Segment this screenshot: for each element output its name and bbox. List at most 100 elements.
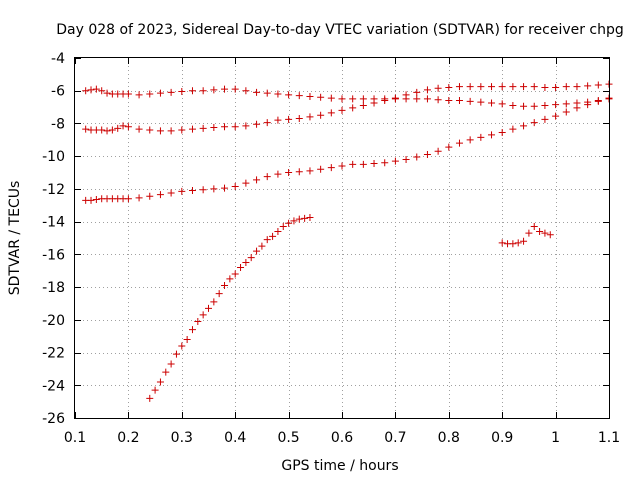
data-point [391,157,399,165]
data-point [231,270,239,278]
data-point [124,195,132,203]
data-point [562,83,570,91]
y-tick-label: -8 [51,116,65,132]
data-point [114,124,122,132]
data-point [488,83,496,91]
data-point [466,83,474,91]
data-point [258,242,266,250]
y-tick-label: -16 [42,247,65,263]
data-point [210,185,218,193]
data-point [87,86,95,94]
data-point [573,104,581,112]
data-point [413,95,421,103]
y-tick-label: -6 [51,84,65,100]
data-point [194,317,202,325]
y-tick-label: -26 [42,411,65,427]
y-tick-label: -12 [42,182,65,198]
data-point [210,298,218,306]
data-point [338,162,346,170]
data-point [562,108,570,116]
data-point [87,196,95,204]
data-point [119,122,127,130]
data-point [349,104,357,112]
data-point [263,236,271,244]
data-point [178,342,186,350]
data-point [167,88,175,96]
data-point [509,240,517,248]
data-point [221,123,229,131]
data-point [146,192,154,200]
data-point [199,87,207,95]
y-tick-label: -14 [42,215,65,231]
data-point [317,111,325,119]
data-point [156,191,164,199]
data-point [156,378,164,386]
data-marks [82,80,613,402]
data-point [434,96,442,104]
data-point [167,127,175,135]
data-point [231,85,239,93]
data-point [541,229,549,237]
data-point [205,304,212,312]
data-point [146,126,154,134]
data-point [402,91,410,99]
data-point [156,89,164,97]
data-point [221,281,229,289]
data-point [520,237,528,245]
data-point [92,196,100,204]
data-point [178,126,186,134]
data-point [445,143,453,151]
data-point [124,90,132,98]
data-point [199,311,207,319]
data-point [295,215,303,223]
data-point [466,97,474,105]
data-point [285,115,293,123]
data-point [317,165,325,173]
y-tick-label: -10 [42,149,65,165]
data-point [263,173,271,181]
data-point [413,153,421,161]
data-point [135,194,143,202]
data-point [269,232,277,240]
data-point [151,386,159,394]
data-point [546,231,554,239]
data-point [541,115,549,123]
data-point [541,83,549,91]
data-point [391,94,399,102]
data-point [455,97,463,105]
data-point [520,83,528,91]
data-point [285,219,293,227]
series-track-5 [498,223,554,248]
x-tick-label: 0.1 [64,430,86,446]
data-point [498,83,506,91]
data-point [231,123,239,131]
plot-frame [74,57,610,419]
data-point [82,87,90,95]
data-point [530,223,538,231]
data-point [434,147,442,155]
data-point [274,170,282,178]
data-point [135,125,143,133]
series-track-1 [82,85,613,110]
data-point [290,217,298,225]
data-point [306,113,314,121]
data-point [552,83,560,91]
data-point [253,247,261,255]
data-point [317,93,325,101]
y-tick-label: -18 [42,280,65,296]
data-point [359,160,367,168]
data-point [103,127,111,135]
data-point [488,99,496,107]
data-point [274,116,282,124]
series-track-4 [146,214,314,402]
x-tick-label: 0.9 [491,430,513,446]
y-tick-label: -24 [42,378,65,394]
data-point [466,136,474,144]
data-point [306,214,314,222]
data-point [327,94,335,102]
series-track-2 [82,80,613,135]
data-point [162,368,170,376]
data-point [156,127,164,135]
data-point [167,189,175,197]
